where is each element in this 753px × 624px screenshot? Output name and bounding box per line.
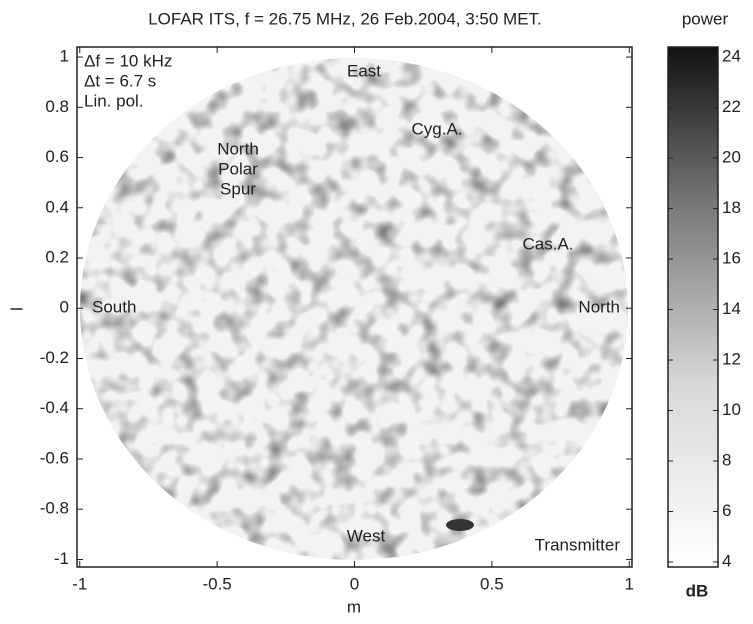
colorbar-tick-label: 24 <box>722 47 741 66</box>
chart-title: LOFAR ITS, f = 26.75 MHz, 26 Feb.2004, 3… <box>148 9 542 28</box>
y-tick-label: 0.2 <box>45 247 69 266</box>
annotation: North <box>578 297 620 316</box>
colorbar-tick-label: 12 <box>722 349 741 368</box>
x-axis-label: m <box>347 597 361 616</box>
colorbar-tick-label: 8 <box>722 450 731 469</box>
annotation: Spur <box>220 179 256 198</box>
colorbar-tick-label: 20 <box>722 148 741 167</box>
annotation: North <box>217 139 259 158</box>
y-tick-label: -0.8 <box>40 499 69 518</box>
y-tick-label: 0 <box>60 298 69 317</box>
colorbar-title: power <box>682 9 729 28</box>
y-tick-label: -1 <box>54 549 69 568</box>
annotation: South <box>92 297 136 316</box>
colorbar-tick-label: 10 <box>722 400 741 419</box>
colorbar-tick-label: 6 <box>722 501 731 520</box>
annotation: Δt = 6.7 s <box>84 71 156 90</box>
x-tick-label: -1 <box>72 574 87 593</box>
annotation: Lin. pol. <box>84 91 144 110</box>
annotation: Δf = 10 kHz <box>84 51 172 70</box>
annotation: Polar <box>218 159 258 178</box>
colorbar-tick-label: 16 <box>722 249 741 268</box>
annotation: West <box>347 526 386 545</box>
annotation: Transmitter <box>535 535 621 554</box>
y-tick-label: 0.8 <box>45 97 69 116</box>
y-tick-label: 0.6 <box>45 147 69 166</box>
annotation: East <box>347 61 381 80</box>
colorbar-tick-label: 18 <box>722 198 741 217</box>
colorbar-tick-label: 22 <box>722 97 741 116</box>
x-tick-label: 1 <box>625 574 634 593</box>
colorbar <box>667 46 719 568</box>
y-tick-label: 1 <box>60 47 69 66</box>
x-tick-label: 0.5 <box>480 574 504 593</box>
colorbar-unit: dB <box>686 581 709 600</box>
y-tick-label: 0.4 <box>45 197 69 216</box>
annotation: Cyg.A. <box>411 119 462 138</box>
x-tick-label: -0.5 <box>202 574 231 593</box>
y-axis-label: l <box>7 307 26 311</box>
y-tick-label: -0.4 <box>40 398 69 417</box>
colorbar-tick-label: 4 <box>722 551 731 570</box>
y-tick-label: -0.2 <box>40 348 69 367</box>
x-tick-label: 0 <box>350 574 359 593</box>
annotation: Cas.A. <box>522 234 573 253</box>
colorbar-tick-label: 14 <box>722 299 741 318</box>
y-tick-label: -0.6 <box>40 448 69 467</box>
sky-map <box>80 58 628 560</box>
